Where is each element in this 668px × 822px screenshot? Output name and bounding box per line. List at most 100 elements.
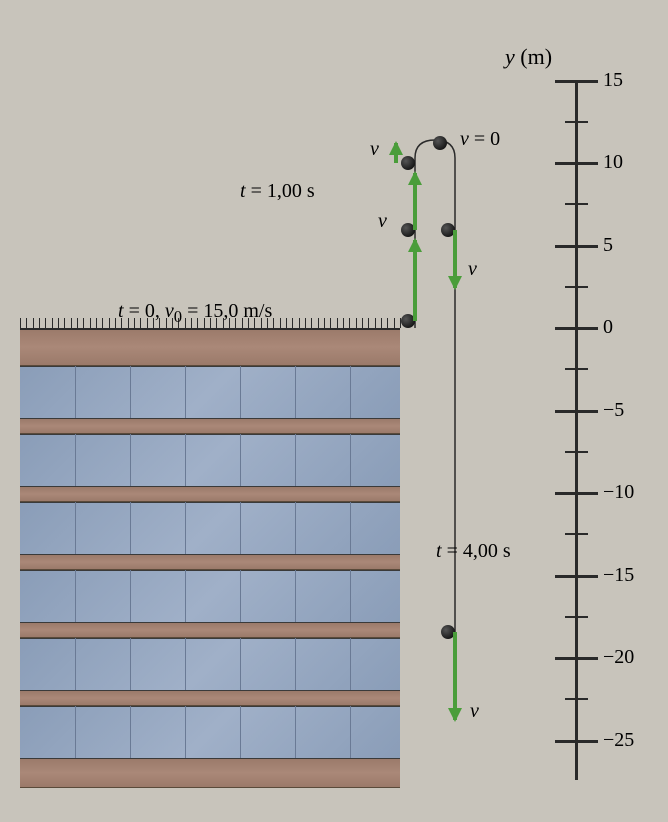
roof-tick	[394, 318, 395, 328]
building-floor-band	[20, 328, 400, 366]
window-divider	[295, 570, 296, 622]
roof-tick	[26, 318, 27, 328]
roof-tick	[349, 318, 350, 328]
window-divider	[75, 502, 76, 554]
building-floor-line	[20, 418, 400, 419]
building-floor-band	[20, 758, 400, 788]
roof-tick	[324, 318, 325, 328]
roof-tick	[52, 318, 53, 328]
window-divider	[350, 570, 351, 622]
axis-tick-label: 15	[603, 69, 623, 92]
window-divider	[295, 502, 296, 554]
roof-tick	[299, 318, 300, 328]
building-window-band	[20, 366, 400, 418]
building-floor-line	[20, 434, 400, 435]
window-divider	[130, 638, 131, 690]
roof-tick	[343, 318, 344, 328]
window-divider	[350, 366, 351, 418]
building-floor-band	[20, 690, 400, 706]
building-floor-line	[20, 622, 400, 623]
ball-up-mid	[401, 223, 415, 237]
axis-tick-major	[555, 327, 598, 330]
axis-tick-major	[555, 162, 598, 165]
roof-tick	[387, 318, 388, 328]
window-divider	[185, 570, 186, 622]
v-arrow-up-mid	[408, 171, 422, 230]
window-divider	[75, 706, 76, 758]
axis-var: y	[505, 44, 515, 69]
window-divider	[185, 638, 186, 690]
y-axis-title: y (m)	[505, 44, 552, 70]
axis-tick-label: −15	[603, 564, 634, 587]
axis-tick-minor	[565, 368, 588, 370]
building-floor-line	[20, 570, 400, 571]
y-axis-line	[575, 80, 578, 780]
axis-tick-label: −25	[603, 729, 634, 752]
building-window-band	[20, 706, 400, 758]
roof-tick	[77, 318, 78, 328]
roof-tick	[45, 318, 46, 328]
axis-tick-minor	[565, 698, 588, 700]
roof-tick	[292, 318, 293, 328]
building-floor-line	[20, 486, 400, 487]
axis-tick-label: 0	[603, 316, 613, 339]
axis-tick-minor	[565, 121, 588, 123]
window-divider	[295, 434, 296, 486]
roof-tick	[286, 318, 287, 328]
roof-tick	[90, 318, 91, 328]
window-divider	[295, 706, 296, 758]
axis-tick-label: −20	[603, 646, 634, 669]
roof-tick	[381, 318, 382, 328]
roof-baseline	[20, 328, 400, 330]
axis-tick-major	[555, 245, 598, 248]
axis-tick-label: 5	[603, 234, 613, 257]
axis-tick-major	[555, 410, 598, 413]
annotation-v_up_mid: v	[378, 210, 387, 233]
window-divider	[240, 706, 241, 758]
roof-tick	[96, 318, 97, 328]
axis-tick-major	[555, 657, 598, 660]
window-divider	[240, 366, 241, 418]
v-arrow-down-mid	[448, 230, 462, 290]
roof-tick	[71, 318, 72, 328]
window-divider	[240, 434, 241, 486]
axis-tick-label: 10	[603, 151, 623, 174]
window-divider	[295, 638, 296, 690]
building-floor-band	[20, 486, 400, 502]
annotation-t_1s: t = 1,00 s	[240, 180, 315, 203]
roof-tick	[33, 318, 34, 328]
roof-tick	[58, 318, 59, 328]
building-floor-band	[20, 554, 400, 570]
roof-tick	[109, 318, 110, 328]
axis-tick-major	[555, 575, 598, 578]
axis-tick-major	[555, 492, 598, 495]
building-floor-band	[20, 418, 400, 434]
annotation-v_down_mid: v	[468, 258, 477, 281]
v-arrow-t0	[408, 238, 422, 321]
window-divider	[185, 366, 186, 418]
window-divider	[185, 706, 186, 758]
building-floor-line	[20, 638, 400, 639]
axis-tick-minor	[565, 286, 588, 288]
window-divider	[130, 434, 131, 486]
window-divider	[130, 570, 131, 622]
roof-tick	[330, 318, 331, 328]
roof-tick	[356, 318, 357, 328]
roof-tick	[20, 318, 21, 328]
building-floor-line	[20, 706, 400, 707]
window-divider	[75, 638, 76, 690]
axis-tick-major	[555, 80, 598, 83]
roof-tick	[362, 318, 363, 328]
annotation-v_eq_0: v = 0	[460, 128, 500, 151]
axis-tick-minor	[565, 533, 588, 535]
roof-tick	[64, 318, 65, 328]
roof-tick	[115, 318, 116, 328]
roof-tick	[102, 318, 103, 328]
window-divider	[75, 434, 76, 486]
building-window-band	[20, 638, 400, 690]
annotation-v_up_high: v	[370, 138, 379, 161]
axis-tick-minor	[565, 616, 588, 618]
building-floor-line	[20, 502, 400, 503]
ball-down-mid	[441, 223, 455, 237]
axis-tick-minor	[565, 203, 588, 205]
